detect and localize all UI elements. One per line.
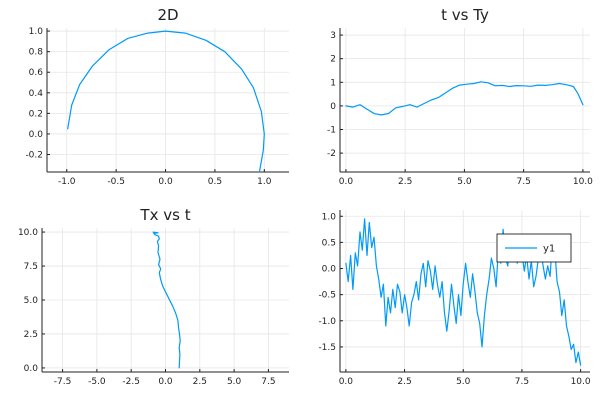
x-tick-label: 0.0 [339,377,354,387]
x-tick-label: 2.5 [397,377,411,387]
x-tick-label: 0.0 [339,177,354,187]
y-tick-label: 10.0 [18,228,38,238]
x-tick-label: 1.0 [257,177,272,187]
x-tick-label: 2.5 [193,377,207,387]
x-tick-label: -2.5 [122,377,140,387]
chart-title: Tx vs t [139,206,190,224]
y-tick-label: -1 [327,126,336,136]
y-tick-label: 7.5 [24,262,38,272]
chart-panel-3: -7.5 -5.0 -2.5 0.0 2.5 5.0 7.5 0.0 2.5 5.0 7.5 10.0… [18,206,289,387]
y-tick-label: 2.5 [24,330,38,340]
series-line-2-1 [345,81,584,116]
x-tick-label: 5.0 [457,177,472,187]
x-tick-label: 0.0 [158,377,173,387]
y-tick-label: 0.4 [29,89,44,99]
x-tick-label: -5.0 [88,377,106,387]
y-tick-label: 0.6 [29,68,44,78]
x-tick-label: 7.5 [516,177,530,187]
x-tick-label: 2.5 [398,177,412,187]
y-tick-label: 0.8 [29,48,44,58]
y-tick-label: 1.0 [322,212,337,222]
x-tick-label: 10.0 [573,177,593,187]
y-tick-label: 2 [330,55,336,65]
y-tick-label: -1.5 [318,343,336,353]
chart-panel-4: 0.0 2.5 5.0 7.5 10.0 -1.5 -1.0 -0.5 0.0 0.5 1.0 y1 [318,210,591,387]
chart-title: t vs Ty [441,6,489,24]
series-line-3-1 [152,231,181,369]
chart-panel-1: -1.0 -0.5 0.0 0.5 1.0 -0.2 0.0 0.2 0.4 0.6 0.8 1.0 2… [25,6,289,187]
y-tick-label: 0 [330,102,336,112]
chart-title: 2D [157,6,178,24]
y-tick-label: -0.5 [318,291,336,301]
y-tick-label: 0.5 [322,238,336,248]
y-tick-label: -1.0 [318,317,336,327]
x-tick-label: 7.5 [515,377,529,387]
x-tick-label: -1.0 [58,177,76,187]
y-tick-label: 3 [330,31,336,41]
y-tick-label: 1 [330,78,336,88]
x-tick-label: 10.0 [571,377,591,387]
x-tick-label: 5.0 [456,377,471,387]
x-tick-label: 7.5 [261,377,275,387]
y-tick-label: 5.0 [24,296,39,306]
y-tick-label: 0.0 [29,130,44,140]
x-tick-label: -7.5 [54,377,72,387]
y-tick-label: 1.0 [29,27,44,37]
x-tick-label: 0.0 [158,177,173,187]
x-tick-label: 0.5 [208,177,222,187]
series-line-1-1 [67,30,265,172]
legend-label: y1 [543,244,555,255]
x-tick-label: 5.0 [227,377,242,387]
y-tick-label: 0.0 [24,364,39,374]
y-tick-label: -0.2 [25,151,43,161]
y-tick-label: -2 [327,149,336,159]
y-tick-label: 0.2 [29,109,43,119]
x-tick-label: -0.5 [107,177,125,187]
legend: y1 [496,233,572,263]
y-tick-label: 0.0 [322,265,337,275]
chart-panel-2: 0.0 2.5 5.0 7.5 10.0 -2 -1 0 1 2 3 t vs Ty [327,6,593,187]
